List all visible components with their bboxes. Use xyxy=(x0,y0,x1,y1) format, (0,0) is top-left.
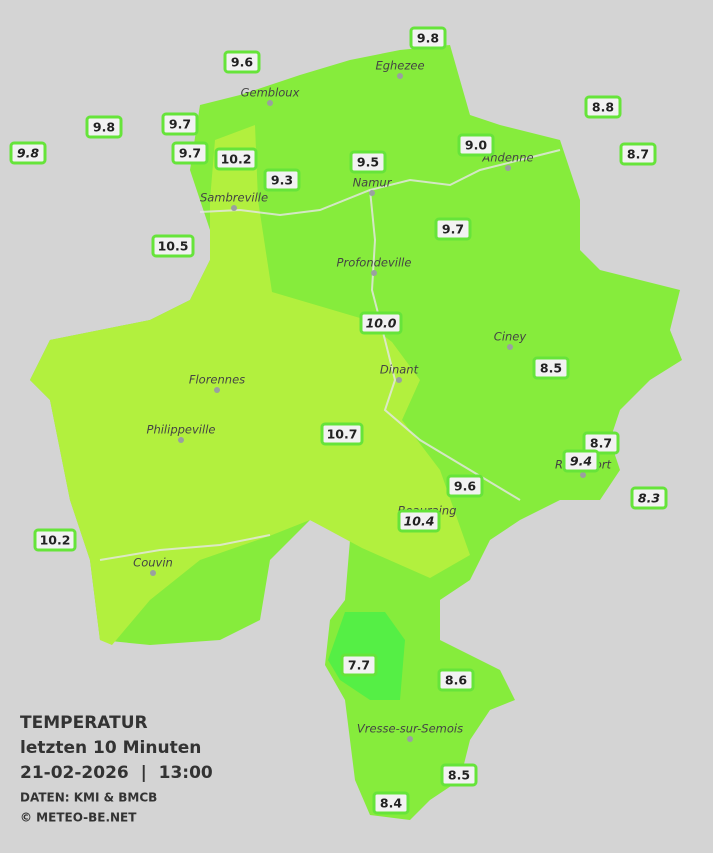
city-dot xyxy=(396,377,402,383)
city-dot xyxy=(231,205,237,211)
station-badge xyxy=(9,141,47,165)
station-badge xyxy=(434,217,472,241)
station-value: 8.4 xyxy=(380,796,402,811)
station-badge xyxy=(440,763,478,787)
city-dot xyxy=(407,736,413,742)
station-value: 8.7 xyxy=(627,147,649,162)
legend-source: DATEN: KMI & BMCB xyxy=(20,791,157,805)
station-value: 9.0 xyxy=(465,138,487,153)
station-badge xyxy=(340,653,378,677)
station-value: 9.5 xyxy=(357,155,379,170)
station-value: 8.5 xyxy=(540,361,562,376)
city-dot xyxy=(214,387,220,393)
city-dot xyxy=(505,165,511,171)
station-badge xyxy=(214,147,258,171)
station-value: 10.2 xyxy=(40,533,71,548)
city-label: Couvin xyxy=(133,556,173,570)
city-label: Ciney xyxy=(494,330,527,344)
legend: TEMPERATUR letzten 10 Minuten 21-02-2026… xyxy=(20,713,213,825)
station-badge xyxy=(446,474,484,498)
station-value: 7.7 xyxy=(348,658,370,673)
station-badge xyxy=(263,168,301,192)
station-value: 9.6 xyxy=(454,479,476,494)
river-semois xyxy=(99,534,271,561)
warm-zone xyxy=(30,125,470,645)
station-badge xyxy=(85,115,123,139)
station-badge xyxy=(349,150,387,174)
station-badge xyxy=(151,234,195,258)
river-meuse-south xyxy=(369,189,521,501)
legend-copyright: © METEO-BE.NET xyxy=(20,811,137,825)
station-value: 9.7 xyxy=(179,146,201,161)
city-label: Namur xyxy=(353,176,393,190)
station-value: 9.7 xyxy=(442,222,464,237)
station-badge xyxy=(359,311,403,335)
city-dot xyxy=(369,190,375,196)
city-dot xyxy=(150,570,156,576)
river-meuse xyxy=(199,149,561,217)
station-value: 10.2 xyxy=(221,152,252,167)
city-dot xyxy=(178,437,184,443)
station-badge xyxy=(562,449,600,473)
station-value: 8.3 xyxy=(638,491,660,506)
city-dot xyxy=(397,73,403,79)
city-label: Florennes xyxy=(189,373,245,387)
station-value: 8.5 xyxy=(448,768,470,783)
station-value: 9.8 xyxy=(93,120,115,135)
station-value: 8.6 xyxy=(445,673,467,688)
legend-title: TEMPERATUR xyxy=(20,713,148,733)
station-badge xyxy=(320,422,364,446)
station-value: 9.8 xyxy=(417,31,439,46)
station-badge xyxy=(619,142,657,166)
station-badge xyxy=(582,431,620,455)
station-badge xyxy=(532,356,570,380)
station-value: 9.3 xyxy=(271,173,293,188)
legend-datetime: 21-02-2026 | 13:00 xyxy=(20,763,213,783)
station-value: 9.6 xyxy=(231,55,253,70)
station-value: 9.4 xyxy=(570,454,592,469)
station-value: 9.8 xyxy=(17,146,39,161)
city-label: Vresse-sur-Semois xyxy=(357,722,463,736)
station-value: 8.7 xyxy=(590,436,612,451)
station-badge xyxy=(33,528,77,552)
station-badge xyxy=(437,668,475,692)
city-dot xyxy=(507,344,513,350)
station-badge xyxy=(409,26,447,50)
station-badge xyxy=(223,50,261,74)
station-badge xyxy=(457,133,495,157)
station-badge xyxy=(171,141,209,165)
station-value: 10.0 xyxy=(366,316,397,331)
station-value: 8.8 xyxy=(592,100,614,115)
station-badge xyxy=(161,112,199,136)
city-dot xyxy=(371,270,377,276)
station-badge xyxy=(372,791,410,815)
legend-period: letzten 10 Minuten xyxy=(20,738,201,758)
city-dot xyxy=(580,472,586,478)
city-label: Eghezee xyxy=(375,59,424,73)
city-label: Profondeville xyxy=(337,256,412,270)
station-value: 10.5 xyxy=(158,239,189,254)
city-label: Philippeville xyxy=(147,423,216,437)
station-value: 10.4 xyxy=(404,514,435,529)
city-label: Gembloux xyxy=(241,86,300,100)
city-dot xyxy=(267,100,273,106)
station-badge xyxy=(584,95,622,119)
station-badge xyxy=(630,486,668,510)
city-label: Andenne xyxy=(481,151,533,165)
station-value: 9.7 xyxy=(169,117,191,132)
city-label: Sambreville xyxy=(200,191,268,205)
station-value: 10.7 xyxy=(327,427,358,442)
city-label: Dinant xyxy=(380,363,419,377)
station-badge xyxy=(397,509,441,533)
